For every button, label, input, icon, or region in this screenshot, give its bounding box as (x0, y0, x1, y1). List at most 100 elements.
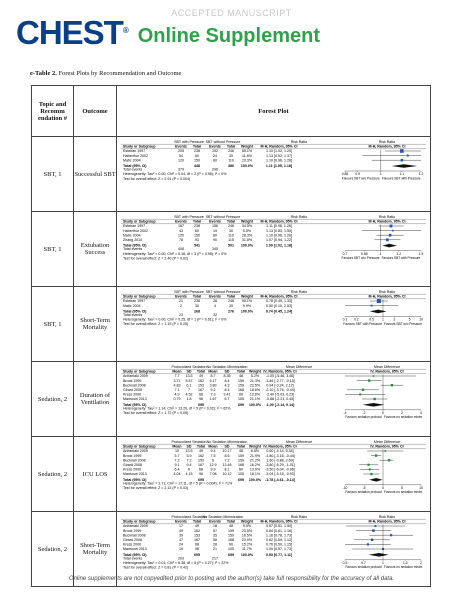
study-value: 80 (213, 233, 217, 237)
total-value: 268 (194, 309, 200, 313)
study-value: 19 (213, 229, 217, 233)
forest-plot-cell: SBT with Pressure SBT without Pressure Ris… (116, 136, 431, 212)
study-point (374, 525, 377, 527)
study-value: 1.8 (187, 397, 192, 401)
column-header: Events (209, 145, 221, 149)
study-value: 0.84 [0.61, 1.16] (266, 529, 292, 533)
group-header: No Sedation Minimization (207, 365, 248, 369)
column-header: Total (197, 370, 205, 374)
column-header: SD (225, 445, 230, 449)
study-value: 4.15 (186, 472, 193, 476)
column-header: Weight (249, 445, 262, 449)
favours-left-label: Favours sedation protocol (345, 565, 382, 569)
total-value: 699 (228, 553, 234, 557)
study-value: 167 (194, 538, 200, 542)
study-value: 68 (199, 468, 203, 472)
study-value: 9.1 (175, 463, 180, 467)
forest-plot-header: Forest Plot (116, 85, 431, 137)
topic-cell: Sedation, 2 (31, 436, 74, 512)
total-events-value: 217 (212, 556, 218, 560)
overall-effect-text: Test for overall effect: Z = 1.15 (P = 0… (123, 322, 188, 326)
study-value: 167 (198, 463, 204, 467)
forest-plot-svg: SBT with Pressure SBT without Pressure Ris… (121, 290, 426, 326)
tick-label: 2 (401, 411, 403, 415)
study-value: 159 (238, 379, 244, 383)
study-value: -3.50 [-6.04, -0.96] (265, 468, 295, 472)
study-point (372, 529, 375, 532)
study-point (368, 468, 371, 471)
caption-label: e-Table 2. (30, 70, 57, 77)
study-value: 3.71 (174, 379, 181, 383)
study-value: 238 (194, 299, 200, 303)
study-value: 105 (238, 397, 244, 401)
study-value: 5.5% (243, 229, 252, 233)
study-value: 4 (214, 304, 216, 308)
study-value: 60 (239, 393, 243, 397)
study-value: 10.17 (223, 449, 232, 453)
study-value: -0.88 [-2.21, 0.45] (266, 397, 294, 401)
study-value: 43 (179, 229, 183, 233)
forest-plot-svg: SBT with Pressure SBT without Pressure Ris… (121, 140, 426, 181)
tick-label: 0 (382, 411, 384, 415)
study-name: Haberthur 2002 (123, 154, 148, 158)
column-header: Study or Subgroup (123, 370, 156, 374)
study-value: 168 (238, 388, 244, 392)
study-value: 21.9% (250, 454, 261, 458)
total-value: 695 (198, 403, 204, 407)
table-row: SBT, 1 Successful SBT SBT with Pressure SBT… (31, 136, 431, 212)
study-value: 0.82 [0.59, 1.13] (266, 538, 292, 542)
study-value: 6.4 (175, 468, 180, 472)
total-value: -1.00 [-2.14, 0.14] (266, 403, 295, 407)
study-value: 21 (179, 299, 183, 303)
column-header: Total (197, 445, 205, 449)
column-header: M-H, Random, 95% CI (369, 145, 406, 149)
total-events-label: Total events (123, 556, 142, 560)
study-value: 13.48 (223, 463, 232, 467)
study-value: 18.1% (250, 472, 261, 476)
tick-label: 2 (393, 318, 395, 322)
study-value: 21.1% (250, 397, 261, 401)
heterogeneity-text: Heterogeneity: Tau² = 1.14; Chi² = 13.20… (123, 406, 231, 410)
column-header: SD (187, 370, 192, 374)
column-header: Mean (208, 370, 217, 374)
tick-label: 0.85 (342, 172, 349, 176)
study-value: 28.3% (242, 233, 253, 237)
study-name: Bucknall 2008 (123, 533, 146, 537)
study-name: Anifantaki 2009 (123, 374, 148, 378)
study-value: 5.9 (187, 454, 192, 458)
group-header: Risk Ratio (291, 515, 307, 519)
tick-label: 10 (419, 486, 423, 490)
study-value: 78 (179, 238, 183, 242)
topic-cell: Sedation, 2 (31, 511, 74, 587)
table-row: Sedation, 2 ICU LOS Protocolized Sedation N… (31, 436, 431, 512)
study-value: 159 (238, 383, 244, 387)
outcome-cell: Successful SBT (73, 136, 117, 212)
study-value: 13.0% (250, 468, 261, 472)
group-header: Risk Ratio (291, 290, 307, 294)
study-value: 4.52 (186, 393, 193, 397)
study-value: -3.04 [-5.15, -0.93] (265, 472, 295, 476)
tick-label: 0.85 (361, 252, 368, 256)
study-value: 167 (178, 224, 184, 228)
column-header: Total (237, 370, 245, 374)
study-value: 1.10 [1.02, 1.20] (266, 149, 292, 153)
tick-label: 0.7 (343, 252, 348, 256)
pooled-estimate-diamond (382, 243, 398, 248)
study-name: Haberthur 2002 (123, 229, 148, 233)
total-value: 100.0% (241, 553, 254, 557)
total-value: 386 (228, 164, 234, 168)
study-value: 49 (199, 374, 203, 378)
study-value: 11.7% (242, 547, 253, 551)
study-value: 7 (188, 388, 190, 392)
study-value: 54 (179, 154, 183, 158)
total-value: 100.0% (241, 309, 254, 313)
study-value: 8.4 (225, 388, 230, 392)
accepted-manuscript-watermark: ACCEPTED MANUSCRIPT (171, 8, 292, 18)
study-value: 2 (180, 304, 182, 308)
forest-plot-svg: SBT with Pressure SBT without Pressure Ris… (121, 215, 426, 260)
group-header: Mean Difference (374, 440, 400, 444)
forest-plot: SBT with Pressure SBT without Pressure Ris… (117, 137, 430, 211)
topic-header: Topic and Recomm endation # (31, 85, 74, 137)
favours-right-label: Favours SBT with Pressure (382, 256, 421, 260)
